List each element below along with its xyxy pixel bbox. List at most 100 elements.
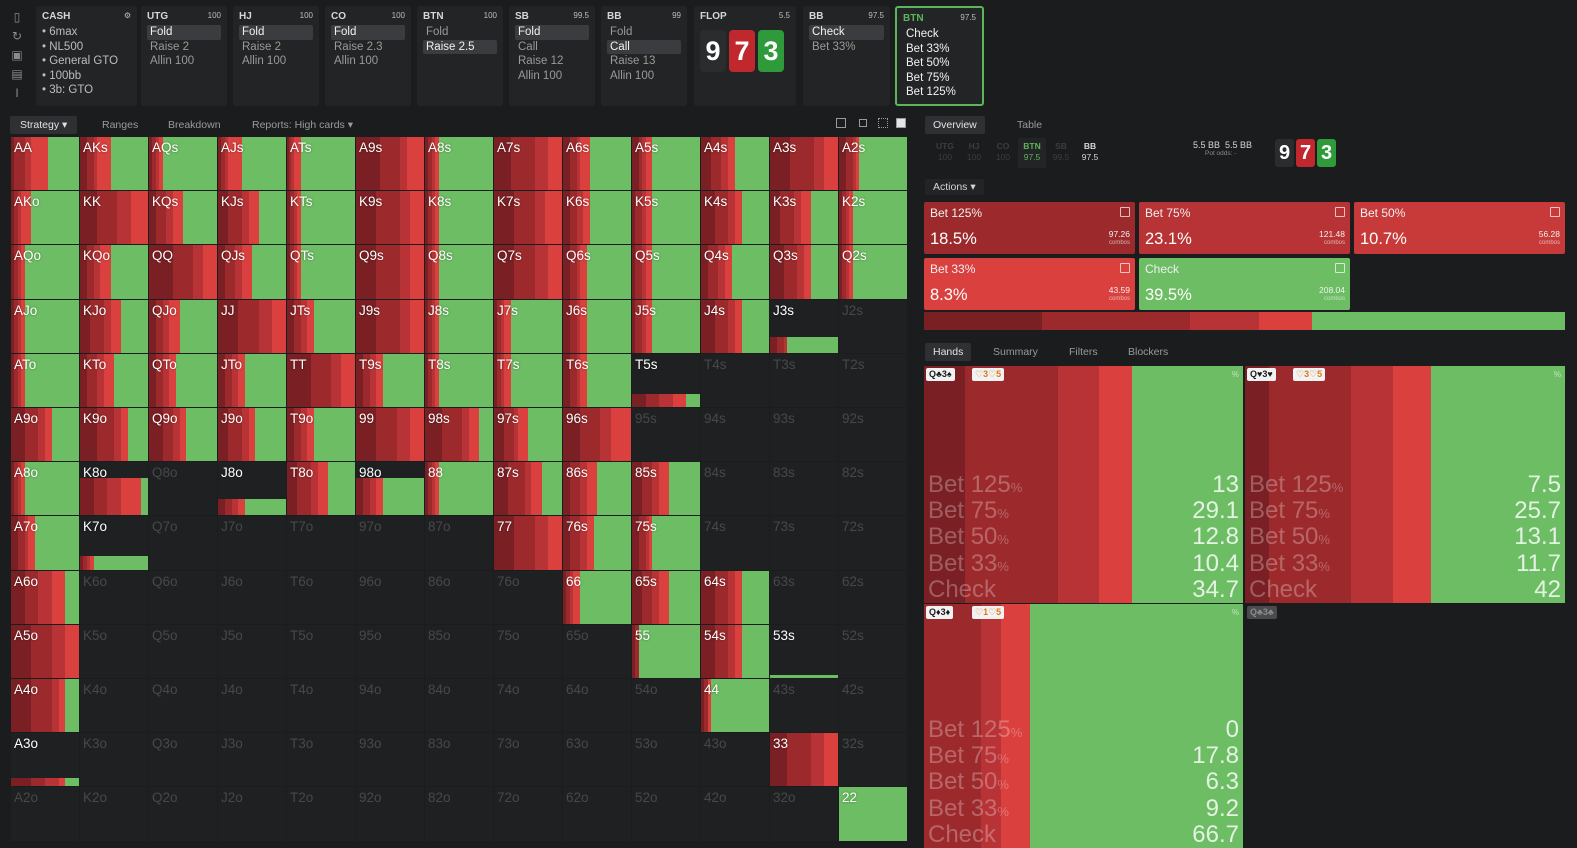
position-card-hj[interactable]: HJ 100 Fold Raise 2 Allin 100 — [233, 6, 319, 106]
hand-cell[interactable]: J9o — [218, 408, 286, 462]
hand-cell[interactable]: Q5s — [632, 245, 700, 299]
hand-cell[interactable]: QTs — [287, 245, 355, 299]
hand-cell[interactable]: T8o — [287, 462, 355, 516]
action-option[interactable]: Allin 100 — [150, 55, 195, 68]
action-option[interactable]: Raise 12 — [518, 55, 564, 68]
hand-combo-cell[interactable]: Q♣3♠ ♡3♡5% Bet 125% 13 Bet 75% 29.1 Bet 50% 12.… — [924, 366, 1243, 603]
action-option[interactable]: Raise 2.5 — [423, 39, 497, 55]
action-option[interactable]: Fold — [426, 26, 449, 38]
cursor-icon[interactable]: I — [15, 86, 19, 100]
hand-cell[interactable]: T6o — [287, 570, 355, 624]
hand-cell[interactable]: J4s — [701, 299, 769, 353]
hand-cell[interactable]: T4o — [287, 679, 355, 733]
action-option[interactable]: Fold — [331, 25, 405, 40]
layout-icon[interactable] — [836, 118, 846, 128]
action-option[interactable]: Fold — [239, 25, 313, 40]
hand-cell[interactable]: T9s — [356, 353, 424, 407]
hand-cell[interactable]: K6o — [80, 570, 148, 624]
hand-cell[interactable]: J7s — [494, 299, 562, 353]
action-option[interactable]: Allin 100 — [334, 55, 379, 68]
square-icon[interactable] — [896, 118, 906, 128]
hand-cell[interactable]: Q9o — [149, 408, 217, 462]
hand-cell[interactable]: Q9s — [356, 245, 424, 299]
hand-cell[interactable]: Q3s — [770, 245, 838, 299]
btn-node-card[interactable]: BTN 97.5 Check Bet 33% Bet 50% Bet 75% Bet 12… — [895, 6, 984, 106]
hand-cell[interactable]: K3s — [770, 191, 838, 245]
hand-cell[interactable]: J2s — [839, 299, 907, 353]
hand-cell[interactable]: K5s — [632, 191, 700, 245]
action-option[interactable]: Fold — [610, 26, 633, 38]
hand-cell[interactable]: 22 — [839, 787, 907, 841]
action-option[interactable]: Bet 125% — [906, 86, 956, 99]
hand-cell[interactable]: 63o — [563, 733, 631, 787]
action-card-bet-33-[interactable]: Bet 33% 8.3% 43.59 combos — [924, 258, 1135, 310]
hand-cell[interactable]: Q4o — [149, 679, 217, 733]
hand-cell[interactable]: QTo — [149, 353, 217, 407]
hand-cell[interactable]: 63s — [770, 570, 838, 624]
tab-summary[interactable]: Summary — [993, 346, 1038, 358]
hand-cell[interactable]: J8s — [425, 299, 493, 353]
hand-cell[interactable]: 62s — [839, 570, 907, 624]
hand-cell[interactable]: 84s — [701, 462, 769, 516]
action-option[interactable]: Check — [906, 28, 939, 40]
action-card-bet-75-[interactable]: Bet 75% 23.1% 121.48 combos — [1139, 202, 1350, 254]
hand-cell[interactable]: 82o — [425, 787, 493, 841]
details-icon[interactable] — [1120, 263, 1130, 273]
game-settings-card[interactable]: CASH ⚙ • 6max • NL500 • General GTO • 100bb •… — [36, 6, 137, 106]
action-option[interactable]: Allin 100 — [610, 69, 655, 82]
hand-cell[interactable]: 43s — [770, 679, 838, 733]
hand-cell[interactable]: KK — [80, 191, 148, 245]
action-option[interactable]: Raise 13 — [610, 55, 656, 68]
hand-cell[interactable]: 98s — [425, 408, 493, 462]
hand-cell[interactable]: T3s — [770, 353, 838, 407]
hand-cell[interactable]: 66 — [563, 570, 631, 624]
hand-cell[interactable]: J8o — [218, 462, 286, 516]
hand-cell[interactable]: 82s — [839, 462, 907, 516]
hand-cell[interactable]: KQo — [80, 245, 148, 299]
sequence-node-hj[interactable]: HJ 100 — [966, 141, 982, 162]
bookmark-icon[interactable]: ▯ — [13, 10, 21, 24]
hand-cell[interactable]: K9s — [356, 191, 424, 245]
tab-overview[interactable]: Overview — [925, 116, 985, 134]
hand-cell[interactable]: 85o — [425, 624, 493, 678]
hand-cell[interactable]: 42s — [839, 679, 907, 733]
hand-cell[interactable]: 65o — [563, 624, 631, 678]
action-option[interactable]: Raise 2 — [242, 40, 281, 53]
hand-cell[interactable]: J6s — [563, 299, 631, 353]
hand-cell[interactable]: 52o — [632, 787, 700, 841]
hand-cell[interactable]: J4o — [218, 679, 286, 733]
action-option[interactable]: Bet 33% — [812, 40, 856, 53]
hand-cell[interactable]: 99 — [356, 408, 424, 462]
hand-cell[interactable]: Q7o — [149, 516, 217, 570]
hand-cell[interactable]: A9s — [356, 137, 424, 191]
action-option[interactable]: Fold — [515, 25, 589, 40]
hand-cell[interactable]: 53o — [632, 733, 700, 787]
hand-cell[interactable]: Q2s — [839, 245, 907, 299]
bb-node-card[interactable]: BB 97.5 Check Bet 33% — [803, 6, 890, 106]
hand-cell[interactable]: T8s — [425, 353, 493, 407]
hand-cell[interactable]: 72o — [494, 787, 562, 841]
hand-combo-cell[interactable]: Q♣3♣ — [1245, 604, 1565, 624]
tab-reports[interactable]: Reports: High cards ▾ — [252, 119, 353, 131]
hand-cell[interactable]: 74o — [494, 679, 562, 733]
hand-cell[interactable]: TT — [287, 353, 355, 407]
hand-cell[interactable]: 96s — [563, 408, 631, 462]
action-card-check[interactable]: Check 39.5% 208.04 combos — [1139, 258, 1350, 310]
hand-cell[interactable]: AJo — [11, 299, 79, 353]
hand-cell[interactable]: K2s — [839, 191, 907, 245]
position-card-co[interactable]: CO 100 Fold Raise 2.3 Allin 100 — [325, 6, 411, 106]
hand-cell[interactable]: Q8s — [425, 245, 493, 299]
hand-cell[interactable]: AQo — [11, 245, 79, 299]
hand-cell[interactable]: K7o — [80, 516, 148, 570]
position-card-sb[interactable]: SB 99.5 Fold Call Raise 12 Allin 100 — [509, 6, 595, 106]
hand-combo-cell[interactable]: Q♥3♥ ♡3♡5% Bet 125% 7.5 Bet 75% 25.7 Bet 50% 13… — [1245, 366, 1565, 603]
hand-cell[interactable]: 93o — [356, 733, 424, 787]
hand-cell[interactable]: J5o — [218, 624, 286, 678]
hand-cell[interactable]: 32s — [839, 733, 907, 787]
action-option[interactable]: Bet 50% — [906, 57, 950, 70]
hand-cell[interactable]: Q6o — [149, 570, 217, 624]
hand-cell[interactable]: 85s — [632, 462, 700, 516]
hand-cell[interactable]: ATs — [287, 137, 355, 191]
hand-cell[interactable]: K4s — [701, 191, 769, 245]
